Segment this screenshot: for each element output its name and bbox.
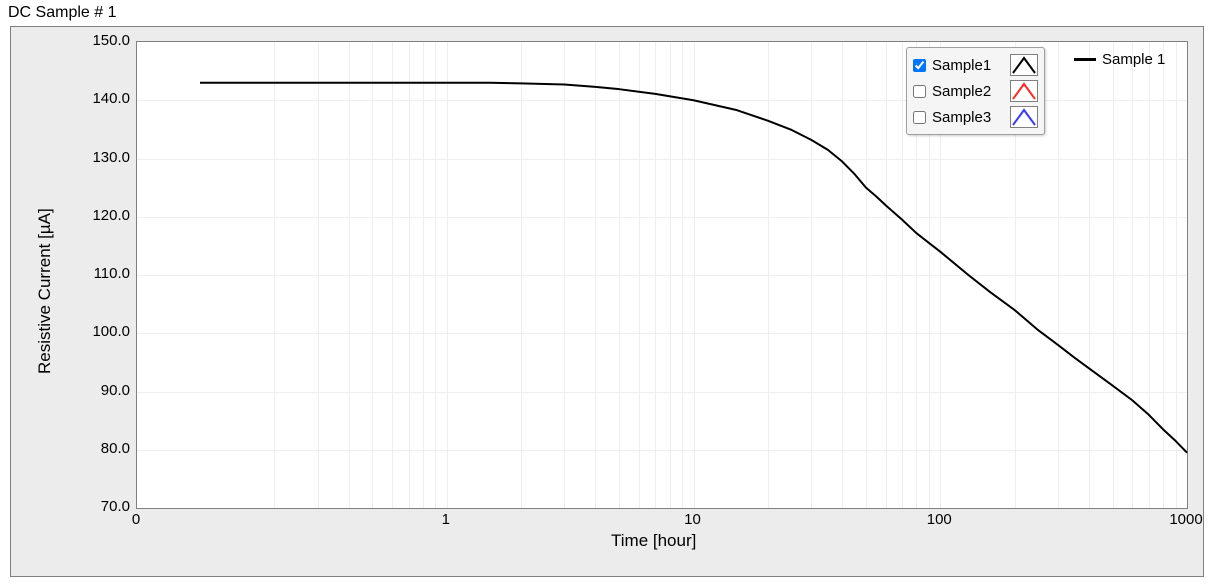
legend-swatch xyxy=(1010,106,1038,128)
x-tick-label: 1 xyxy=(426,511,466,528)
legend-swatch xyxy=(1010,54,1038,76)
external-legend-line xyxy=(1074,58,1096,61)
legend-item[interactable]: Sample3 xyxy=(913,104,1038,130)
series-line xyxy=(200,83,1187,453)
legend-checkbox[interactable] xyxy=(913,111,926,124)
chart-title: DC Sample # 1 xyxy=(6,4,1208,24)
legend-swatch xyxy=(1010,80,1038,102)
y-tick-label: 150.0 xyxy=(80,32,130,49)
x-axis-label: Time [hour] xyxy=(611,531,696,551)
y-tick-label: 80.0 xyxy=(80,440,130,457)
x-tick-label: 0 xyxy=(116,511,156,528)
x-tick-label: 10 xyxy=(673,511,713,528)
chart-container: DC Sample # 1 Resistive Current [µA] Tim… xyxy=(0,0,1214,585)
chart-panel: Resistive Current [µA] Time [hour] Sampl… xyxy=(10,26,1204,577)
legend-label: Sample2 xyxy=(932,83,1004,100)
legend-item[interactable]: Sample2 xyxy=(913,78,1038,104)
x-tick-label: 100 xyxy=(919,511,959,528)
external-legend: Sample 1 xyxy=(1074,51,1165,68)
y-tick-label: 120.0 xyxy=(80,207,130,224)
y-tick-label: 110.0 xyxy=(80,265,130,282)
legend-label: Sample3 xyxy=(932,109,1004,126)
y-axis-label: Resistive Current [µA] xyxy=(35,208,55,374)
legend-item[interactable]: Sample1 xyxy=(913,52,1038,78)
y-tick-label: 140.0 xyxy=(80,90,130,107)
legend-checkbox[interactable] xyxy=(913,59,926,72)
external-legend-label: Sample 1 xyxy=(1102,51,1165,68)
x-tick-label: 1000 xyxy=(1166,511,1206,528)
legend-checkbox[interactable] xyxy=(913,85,926,98)
y-tick-label: 90.0 xyxy=(80,382,130,399)
y-tick-label: 130.0 xyxy=(80,149,130,166)
legend-box[interactable]: Sample1 Sample2 Sample3 xyxy=(906,47,1045,135)
legend-label: Sample1 xyxy=(932,57,1004,74)
y-tick-label: 100.0 xyxy=(80,323,130,340)
